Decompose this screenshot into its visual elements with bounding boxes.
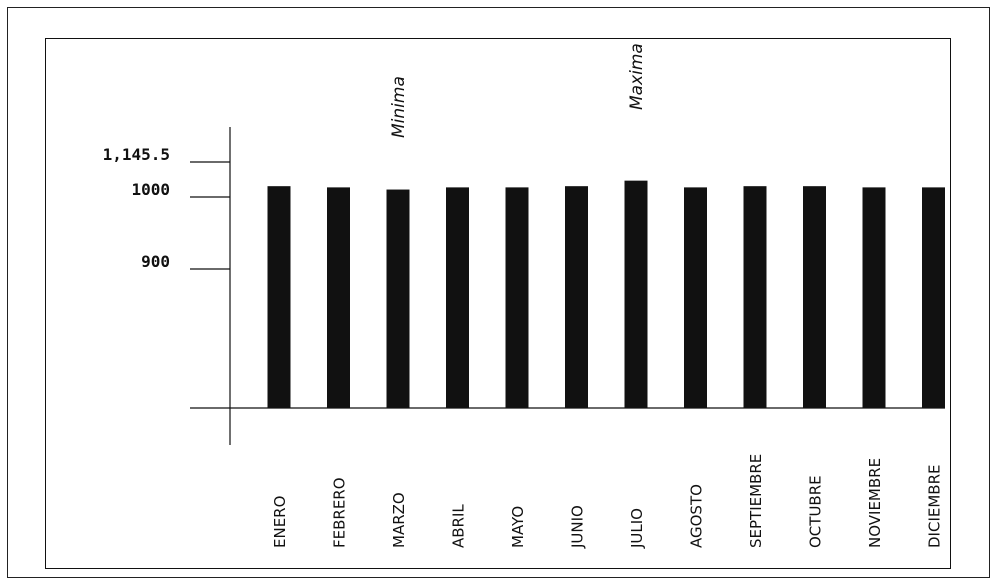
bar bbox=[386, 189, 410, 408]
category-label: MARZO bbox=[390, 492, 408, 548]
bar bbox=[922, 187, 945, 408]
annotations: Minima Maxima bbox=[389, 43, 647, 138]
outer-frame bbox=[7, 7, 990, 578]
bar bbox=[803, 186, 826, 408]
category-label: DICIEMBRE bbox=[926, 465, 944, 548]
bar bbox=[327, 187, 350, 408]
bar bbox=[505, 187, 529, 408]
bar bbox=[446, 187, 469, 408]
category-label: NOVIEMBRE bbox=[866, 458, 884, 548]
bar bbox=[565, 186, 588, 408]
category-label: SEPTIEMBRE bbox=[747, 454, 765, 548]
category-label: ENERO bbox=[271, 496, 289, 548]
y-tick-label: 900 bbox=[141, 252, 170, 271]
bar bbox=[743, 186, 767, 408]
bars bbox=[267, 180, 945, 408]
bar bbox=[624, 180, 648, 408]
bar bbox=[267, 186, 291, 408]
annotation-label: Minima bbox=[389, 76, 409, 138]
category-label: FEBRERO bbox=[331, 477, 349, 548]
category-label: OCTUBRE bbox=[807, 475, 825, 548]
y-tick-label: 1000 bbox=[131, 180, 170, 199]
category-label: AGOSTO bbox=[688, 484, 706, 548]
y-tick-label: 1,145.5 bbox=[103, 145, 170, 164]
y-ticks: 900 1000 1,145.5 bbox=[103, 145, 230, 271]
category-label: JUNIO bbox=[569, 505, 587, 549]
category-label: ABRIL bbox=[450, 504, 468, 548]
category-label: JULIO bbox=[628, 508, 646, 549]
category-labels: ENERO FEBRERO MARZO ABRIL MAYO JUNIO JULIO AGOS… bbox=[271, 454, 944, 549]
bar bbox=[684, 187, 707, 408]
bar bbox=[862, 187, 886, 408]
annotation-label: Maxima bbox=[627, 43, 647, 110]
category-label: MAYO bbox=[509, 506, 527, 548]
chart-frame bbox=[45, 38, 951, 569]
